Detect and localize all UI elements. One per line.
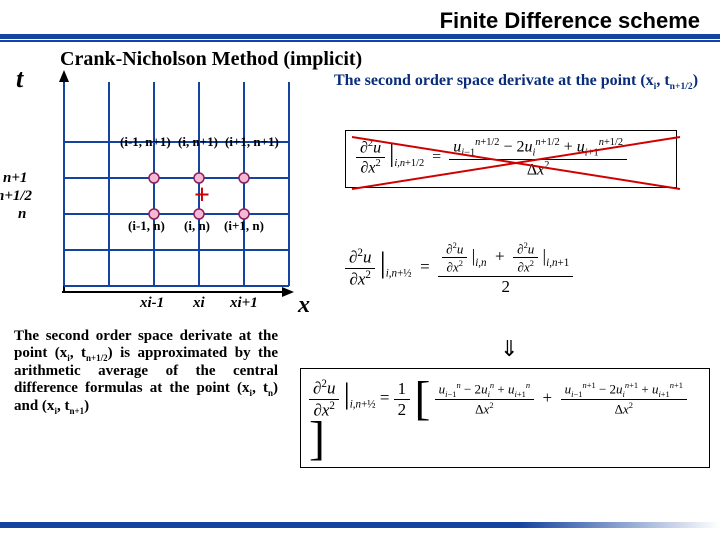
equation-struck: ∂2u∂x2 |i,n+1/2 = ui−1n+1/2 − 2uin+1/2 +… [345,130,677,188]
footer-fade [520,522,720,528]
pt-bot-c: (i+1, n) [224,218,264,234]
plus-marker: + [194,180,210,212]
pt-top-a: (i-1, n+1) [120,134,171,150]
caption-right: The second order space derivate at the p… [334,72,704,92]
pt-top-b: (i, n+1) [178,134,218,150]
page-title: Finite Difference scheme [440,8,700,34]
header-rule-thick [0,34,720,39]
stencil-grid [34,70,294,300]
header-rule-thin [0,40,720,42]
col-label-x0: xi [193,295,205,312]
equation-final: ∂2u∂x2 |i,n+½ = 12 [ ui−1n − 2uin + ui+1… [300,368,710,468]
t-axis-label: t [16,64,23,94]
col-label-xp1: xi+1 [230,295,258,312]
page-subtitle: Crank-Nicholson Method (implicit) [60,48,362,71]
caption-left: The second order space derivate at the p… [14,328,278,416]
equation-average: ∂2u∂x2 |i,n+½ = ∂2u∂x2 |i,n + ∂2u∂x2 |i,… [345,240,705,297]
pt-bot-b: (i, n) [184,218,210,234]
x-axis-label: x [298,292,310,319]
down-arrow-icon: ⇓ [500,336,518,362]
pt-top-c: (i+1, n+1) [225,134,279,150]
col-label-xm1: xi-1 [140,295,164,312]
row-label-n: n [18,206,26,223]
row-label-nphalf: n+1/2 [0,188,32,205]
pt-bot-a: (i-1, n) [128,218,165,234]
row-label-np1: n+1 [3,170,27,187]
